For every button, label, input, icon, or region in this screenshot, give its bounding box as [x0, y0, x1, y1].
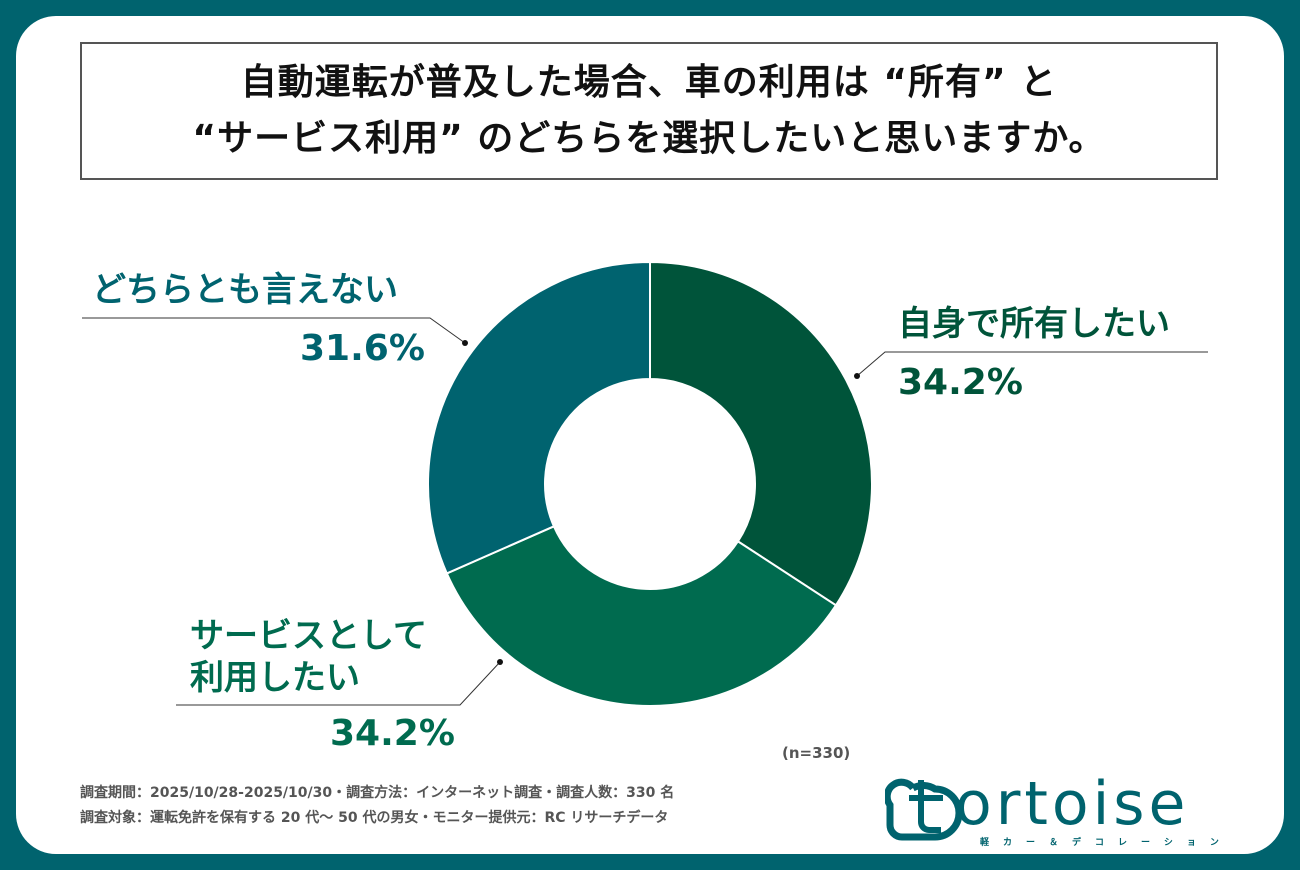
label-own: 自身で所有したい [898, 304, 1170, 344]
slice-neither [427, 260, 651, 575]
leader-dot-service [497, 659, 503, 665]
leader-line-service [176, 661, 501, 706]
logo-subtitle: 軽カー＆デコレーション [980, 838, 1233, 848]
label-service-1: サービスとして [190, 616, 427, 656]
title-box: 自動運転が普及した場合、車の利用は “所有” と “サービス利用” のどちらを選… [80, 42, 1218, 180]
leader-line-neither [82, 317, 466, 344]
footer-line-2: 調査対象：運転免許を保有する 20 代～ 50 代の男女・モニター提供元：RC … [80, 810, 669, 826]
footer: 調査期間：2025/10/28-2025/10/30・調査方法：インターネット調… [80, 784, 870, 828]
slice-service [445, 524, 838, 707]
leader-line-own [856, 351, 1208, 377]
pct-neither: 31.6% [300, 328, 425, 369]
title-line-1: 自動運転が普及した場合、車の利用は “所有” と [240, 62, 1058, 103]
logo-cloud-t-icon [885, 778, 963, 841]
slice-own [649, 260, 873, 607]
logo-text: ortoise [955, 769, 1190, 839]
leader-dot-own [854, 373, 860, 379]
leader-dot-neither [462, 340, 468, 346]
footer-line-1: 調査期間：2025/10/28-2025/10/30・調査方法：インターネット調… [80, 785, 675, 801]
label-neither: どちらとも言えない [92, 270, 398, 310]
card [16, 16, 1284, 854]
pct-own: 34.2% [898, 362, 1023, 403]
title-line-2: “サービス利用” のどちらを選択したいと思いますか。 [192, 118, 1106, 159]
label-service-2: 利用したい [190, 658, 360, 698]
sample-size: (n=330) [782, 744, 851, 762]
pct-service: 34.2% [330, 713, 455, 754]
